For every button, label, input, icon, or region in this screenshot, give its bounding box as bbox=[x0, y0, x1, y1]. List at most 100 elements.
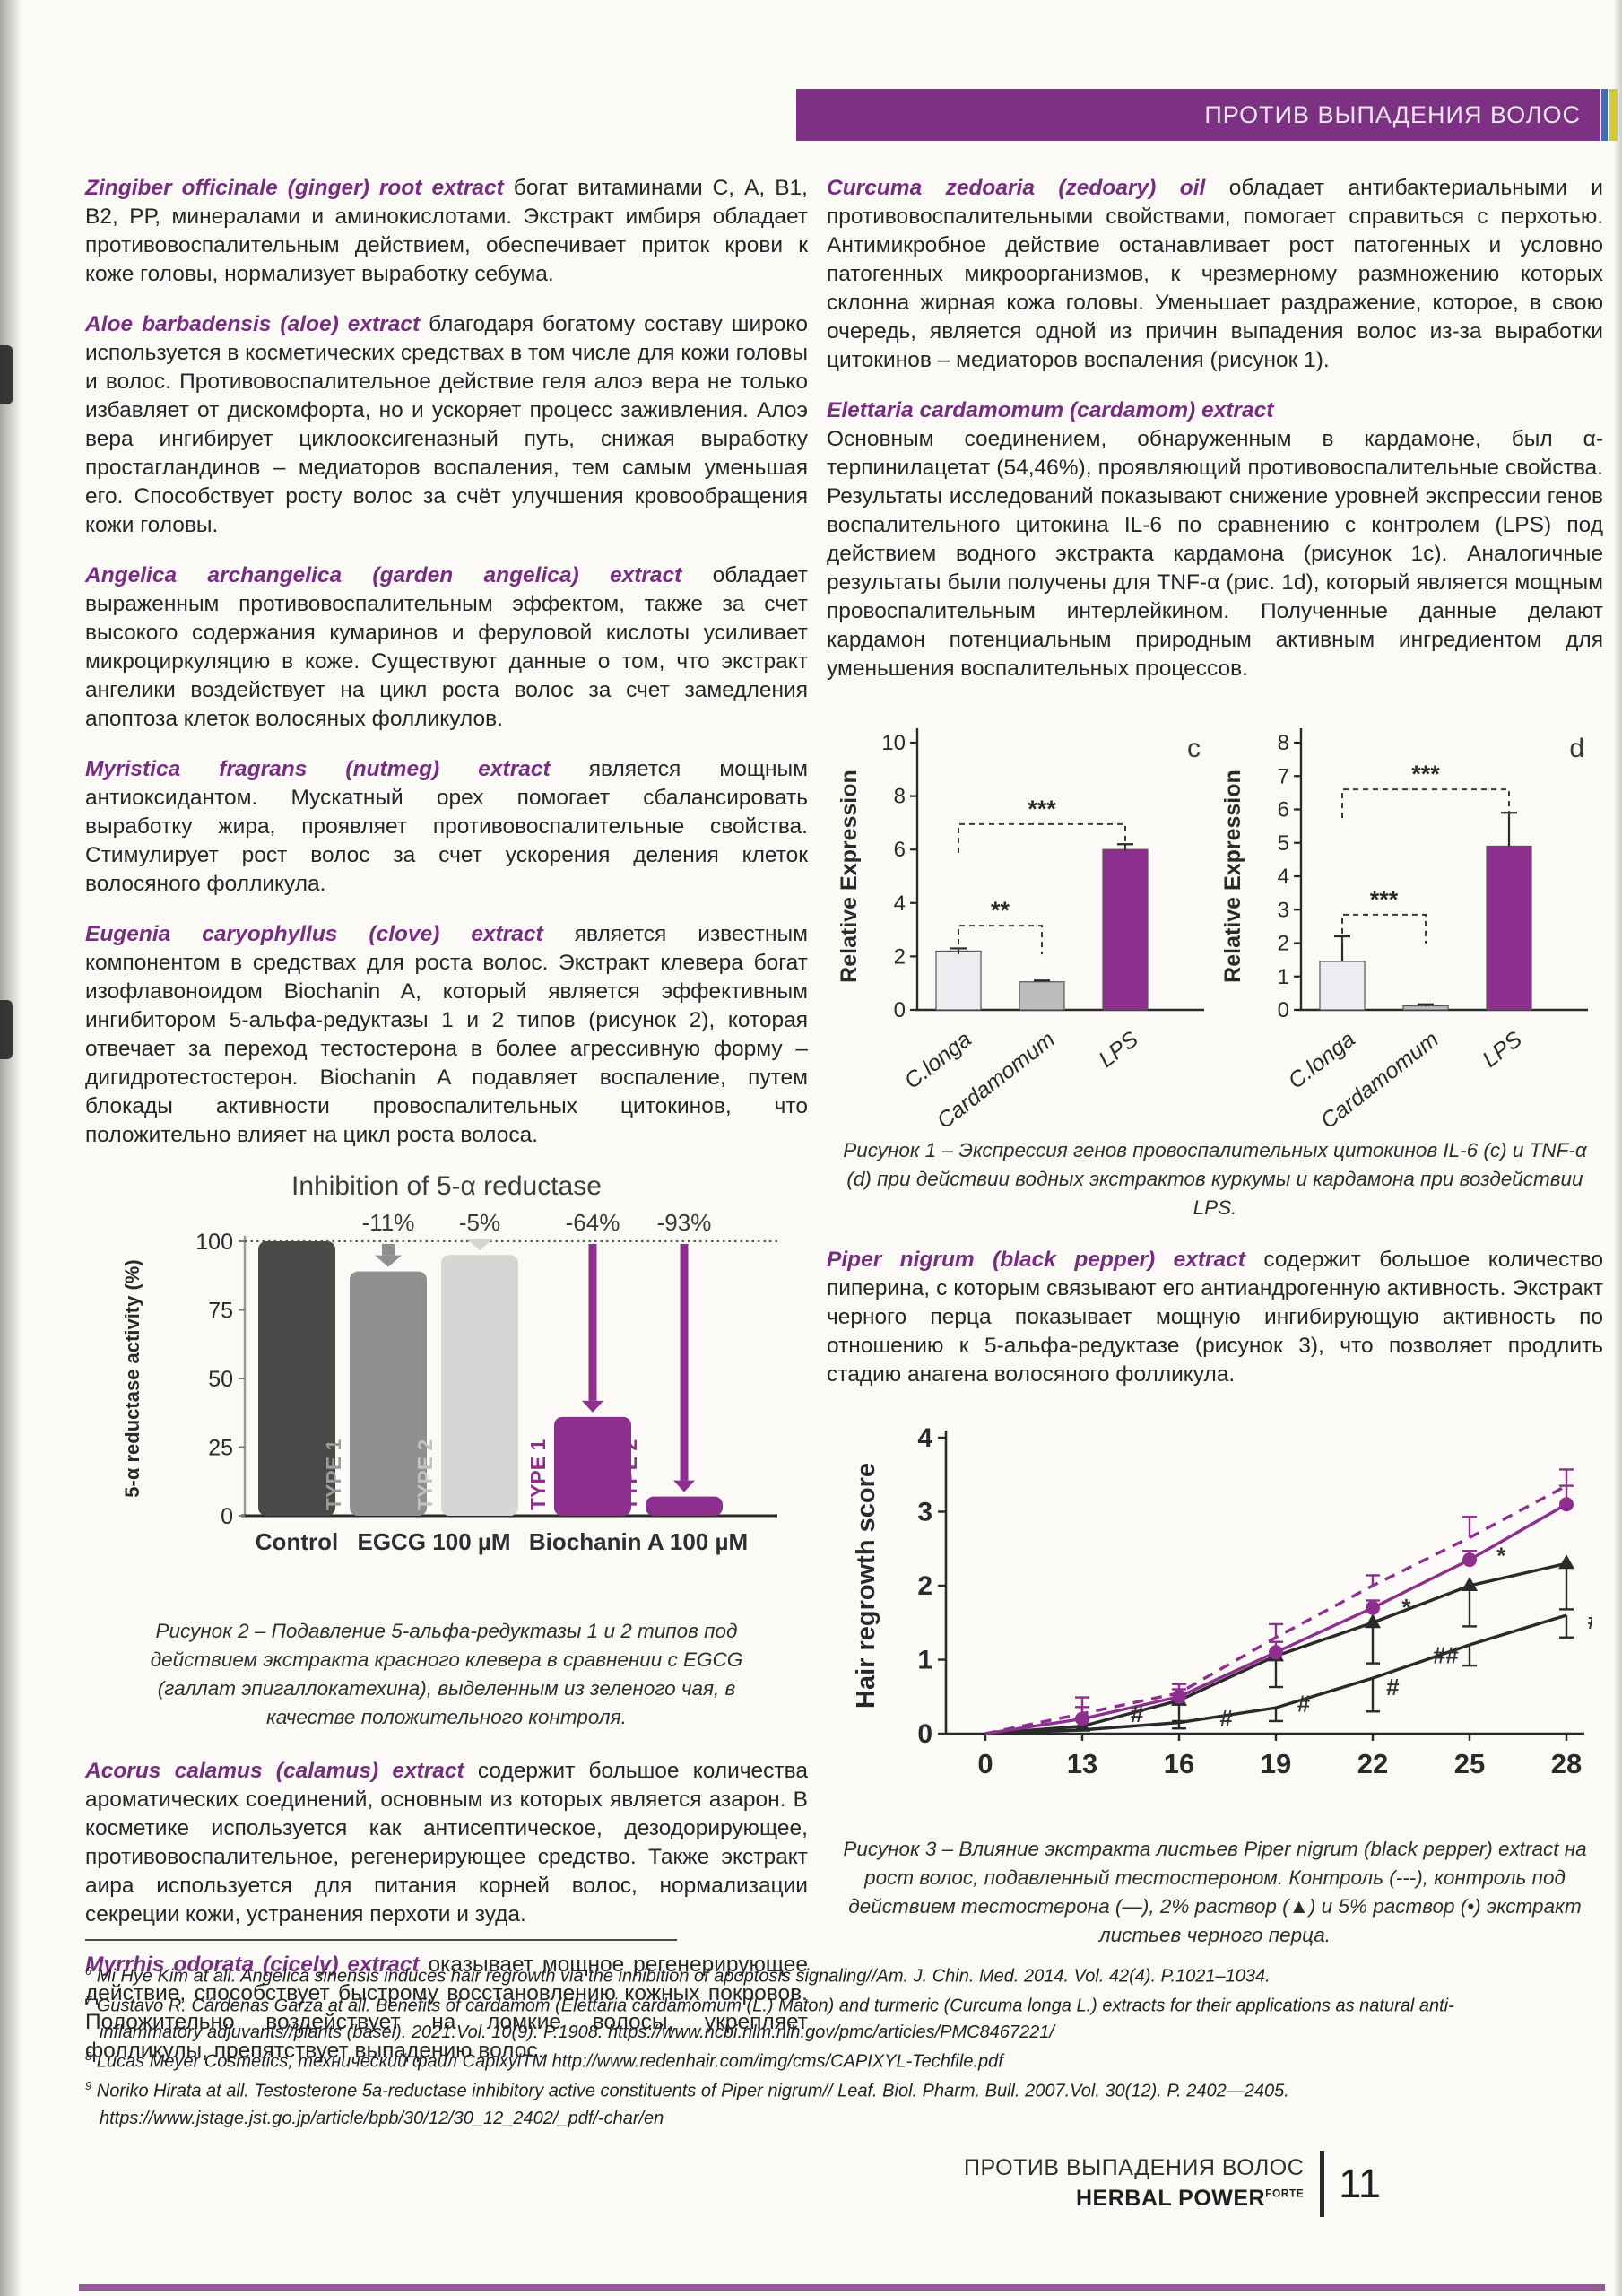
svg-text:4: 4 bbox=[894, 891, 906, 916]
extract-name: Angelica archangelica (garden angelica) … bbox=[85, 563, 682, 587]
paragraph-body: содержит большое количества ароматически… bbox=[85, 1758, 809, 1926]
footnote-8: 8 Lucas Meyer Cosmetics, технический фай… bbox=[85, 2048, 1556, 2075]
extract-name: Myristica fragrans (nutmeg) extract bbox=[85, 757, 551, 781]
svg-text:8: 8 bbox=[894, 785, 906, 809]
paragraph-body: содержит большое количество пиперина, с … bbox=[827, 1247, 1604, 1387]
paragraph-body: обладает выраженным противовоспалительны… bbox=[85, 563, 808, 731]
paragraph-eugenia: Eugenia caryophyllus (clove) extract явл… bbox=[85, 920, 808, 1150]
footnote-text: Lucas Meyer Cosmetics, технический файл … bbox=[96, 2051, 1003, 2072]
svg-text:8: 8 bbox=[1278, 731, 1289, 755]
page-number: 11 bbox=[1339, 2161, 1381, 2206]
svg-text:Hair regrowth score: Hair regrowth score bbox=[852, 1463, 880, 1709]
paragraph-acorus: Acorus calamus (calamus) extract содержи… bbox=[85, 1757, 808, 1929]
figure-1d-chart: 0 1 2 3 4 5 6 7 8 Relative Expression C.longa Carda… bbox=[1215, 705, 1599, 1134]
footnote-7: 7 Gustavo R. Cárdenas Garza at all. Bene… bbox=[85, 1992, 1556, 2047]
extract-name: Elettaria cardamomum (cardamom) extract bbox=[827, 398, 1274, 422]
paragraph-body: оказывает мощное регенерирующее действие… bbox=[85, 1952, 808, 2063]
paragraph-body: является известным компонентом в средств… bbox=[85, 922, 809, 1147]
svg-text:##: ## bbox=[1433, 1641, 1459, 1668]
svg-text:50: 50 bbox=[208, 1367, 233, 1392]
paragraph-zingiber: Zingiber officinale (ginger) root extrac… bbox=[85, 174, 808, 289]
paragraph-myristica: Myristica fragrans (nutmeg) extract явля… bbox=[85, 755, 808, 899]
footnote-number: 8 bbox=[85, 2049, 92, 2064]
paragraph-body: богат витаминами С, А, В1, В2, РР, минер… bbox=[85, 176, 808, 286]
svg-text:TYPE 2: TYPE 2 bbox=[413, 1439, 437, 1510]
svg-text:LPS: LPS bbox=[1094, 1026, 1143, 1072]
paragraph-elettaria-body: Основным соединением, обнаруженным в кар… bbox=[827, 427, 1603, 681]
svg-text:0: 0 bbox=[221, 1504, 233, 1529]
svg-text:d: d bbox=[1569, 734, 1584, 763]
svg-text:TYPE 2: TYPE 2 bbox=[618, 1439, 641, 1510]
footer-section-title: ПРОТИВ ВЫПАДЕНИЯ ВОЛОС bbox=[964, 2155, 1305, 2181]
figure-1-caption: Рисунок 1 – Экспрессия генов провоспалит… bbox=[843, 1139, 1587, 1219]
extract-name: Acorus calamus (calamus) extract bbox=[85, 1758, 464, 1783]
binder-mark bbox=[0, 345, 13, 404]
svg-text:***: *** bbox=[1411, 761, 1440, 787]
footnote-number: 9 bbox=[85, 2078, 92, 2092]
bottom-strip bbox=[79, 2284, 1605, 2291]
brand-name: HERBAL POWER bbox=[1076, 2186, 1266, 2211]
extract-name: Myrrhis odorata (cicely) extract bbox=[85, 1952, 420, 1977]
brand-suffix: FORTE bbox=[1265, 2187, 1305, 2200]
figure-2-chart: 0 25 50 75 100 5-α reductase activity (%) -11%… bbox=[85, 1202, 808, 1612]
svg-text:**: ** bbox=[991, 897, 1010, 924]
svg-text:25: 25 bbox=[1454, 1748, 1485, 1779]
page-header-banner: ПРОТИВ ВЫПАДЕНИЯ ВОЛОС bbox=[796, 89, 1600, 141]
figure-2-title: Inhibition of 5-α reductase bbox=[291, 1171, 602, 1201]
paragraph-body: благодаря богатому составу широко исполь… bbox=[85, 312, 808, 537]
svg-text:13: 13 bbox=[1067, 1748, 1097, 1779]
paragraph-body: обладает антибактериальными и противовос… bbox=[827, 176, 1603, 372]
svg-text:-11%: -11% bbox=[362, 1209, 415, 1236]
svg-text:0: 0 bbox=[977, 1748, 993, 1779]
figure-1c-chart: 0 2 4 6 8 10 Relative Expression C.longa Cardamo… bbox=[831, 705, 1215, 1134]
paragraph-aloe: Aloe barbadensis (aloe) extract благодар… bbox=[85, 310, 808, 540]
svg-text:-93%: -93% bbox=[657, 1209, 712, 1236]
svg-text:TYPE 1: TYPE 1 bbox=[526, 1439, 550, 1510]
svg-text:25: 25 bbox=[208, 1436, 233, 1461]
svg-text:100: 100 bbox=[195, 1230, 233, 1255]
svg-text:***: *** bbox=[1370, 886, 1399, 913]
svg-text:2: 2 bbox=[894, 944, 906, 969]
footer-divider bbox=[1320, 2151, 1325, 2217]
svg-text:7: 7 bbox=[1278, 764, 1289, 788]
svg-text:Relative Expression: Relative Expression bbox=[1220, 770, 1245, 983]
svg-text:75: 75 bbox=[208, 1299, 233, 1324]
svg-text:C.longa: C.longa bbox=[900, 1027, 976, 1094]
extract-name: Eugenia caryophyllus (clove) extract bbox=[85, 922, 543, 946]
footnote-number: 6 bbox=[85, 1964, 92, 1978]
svg-text:0: 0 bbox=[917, 1719, 932, 1749]
paragraph-angelica: Angelica archangelica (garden angelica) … bbox=[85, 561, 808, 734]
footnote-6: 6 Mi Hye Kim at all. Angelica sinensis i… bbox=[85, 1962, 1556, 1990]
footnote-rule bbox=[85, 1939, 677, 1941]
svg-text:#: # bbox=[1219, 1705, 1233, 1732]
right-column: Curcuma zedoaria (zedoary) oil обладает … bbox=[827, 174, 1617, 1950]
svg-text:2: 2 bbox=[1278, 932, 1289, 956]
svg-text:C.longa: C.longa bbox=[1284, 1027, 1360, 1094]
figure-2-caption: Рисунок 2 – Подавление 5-альфа-редуктазы… bbox=[150, 1620, 743, 1728]
figure-2: Inhibition of 5-α reductase 0 25 50 75 100 5-… bbox=[85, 1171, 808, 1732]
extract-name: Curcuma zedoaria (zedoary) oil bbox=[827, 176, 1206, 200]
footnote-text: Noriko Hirata at all. Testosterone 5a-re… bbox=[96, 2081, 1289, 2128]
footnote-number: 7 bbox=[85, 1993, 92, 2007]
svg-text:#: # bbox=[1131, 1700, 1144, 1727]
svg-text:Control: Control bbox=[256, 1528, 338, 1555]
scan-edge-shadow-right bbox=[1613, 0, 1622, 2296]
footer-text: ПРОТИВ ВЫПАДЕНИЯ ВОЛОС HERBAL POWERFORTE bbox=[964, 2153, 1304, 2214]
svg-text:4: 4 bbox=[917, 1423, 932, 1453]
svg-text:16: 16 bbox=[1164, 1748, 1194, 1779]
svg-text:1: 1 bbox=[1278, 965, 1289, 989]
footnote-text: Gustavo R. Cárdenas Garza at all. Benefi… bbox=[96, 1996, 1454, 2043]
svg-text:28: 28 bbox=[1551, 1748, 1582, 1779]
svg-text:-5%: -5% bbox=[459, 1209, 500, 1236]
svg-text:c: c bbox=[1187, 734, 1201, 763]
svg-text:-64%: -64% bbox=[566, 1209, 620, 1236]
paragraph-piper: Piper nigrum (black pepper) extract соде… bbox=[827, 1246, 1603, 1389]
figure-1: 0 2 4 6 8 10 Relative Expression C.longa Cardamo… bbox=[827, 705, 1603, 1222]
svg-text:*: * bbox=[1496, 1542, 1506, 1569]
svg-text:22: 22 bbox=[1357, 1748, 1388, 1779]
figure-1-charts: 0 2 4 6 8 10 Relative Expression C.longa Cardamo… bbox=[827, 705, 1603, 1134]
binder-mark bbox=[0, 1000, 13, 1059]
